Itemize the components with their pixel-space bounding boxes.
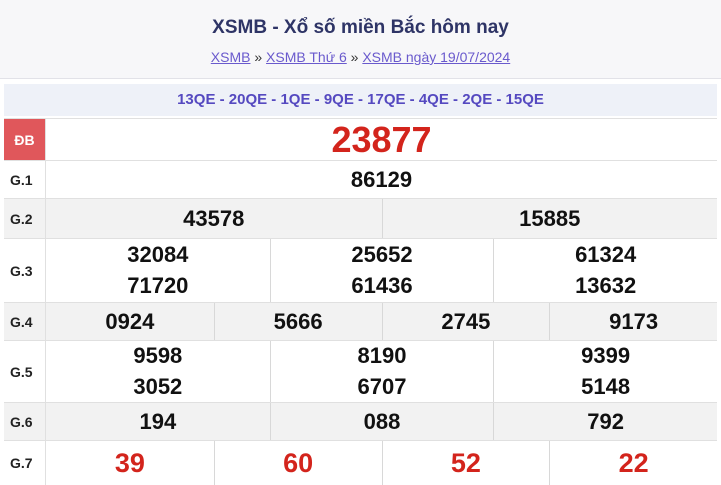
- prize-row: G.2 43578 15885: [4, 198, 717, 238]
- prize-number: 8190: [269, 341, 494, 372]
- prize-number: 0924: [105, 308, 155, 334]
- breadcrumb-separator: »: [254, 49, 263, 65]
- prize-number: 43578: [183, 205, 245, 231]
- prize-number: 5666: [213, 303, 382, 340]
- prize-number: 6707: [269, 371, 494, 402]
- breadcrumbs: XSMB » XSMB Thứ 6 » XSMB ngày 19/07/2024: [0, 49, 721, 65]
- prize-row: G.5 9598 8190 9399 3052 6707 5148: [4, 340, 717, 402]
- prize-label: G.7: [4, 441, 46, 485]
- prize-label: G.6: [4, 403, 46, 440]
- prize-number: 22: [549, 441, 717, 485]
- prize-number: 194: [139, 408, 177, 434]
- prize-row: G.1 86129: [4, 160, 717, 198]
- prize-label: G.2: [4, 199, 46, 238]
- prize-number: 61324: [493, 239, 717, 271]
- page-title: XSMB - Xổ số miền Bắc hôm nay: [212, 17, 509, 38]
- prize-label: G.4: [4, 303, 46, 340]
- prize-row: G.4 0924 5666 2745 9173: [4, 302, 717, 340]
- prize-number: 61436: [269, 270, 494, 302]
- breadcrumb-link[interactable]: XSMB ngày 19/07/2024: [362, 49, 511, 65]
- prize-row: ĐB 23877: [4, 118, 717, 160]
- ticket-codes: 13QE - 20QE - 1QE - 9QE - 17QE - 4QE - 2…: [4, 84, 717, 116]
- prize-row: G.3 32084 25652 61324 71720 61436 13632: [4, 238, 717, 302]
- prize-number: 52: [381, 441, 550, 485]
- prize-number: 9173: [549, 303, 717, 340]
- prize-number: 86129: [350, 166, 413, 192]
- prize-number: 23877: [331, 118, 432, 160]
- breadcrumb-separator: »: [350, 49, 359, 65]
- prize-number: 3052: [133, 373, 183, 399]
- prize-label: ĐB: [4, 119, 46, 160]
- breadcrumb-link[interactable]: XSMB Thứ 6: [266, 49, 347, 65]
- prize-number: 088: [269, 403, 494, 440]
- breadcrumb-link[interactable]: XSMB: [210, 49, 251, 65]
- header: XSMB - Xổ số miền Bắc hôm nay XSMB » XSM…: [0, 0, 721, 79]
- prize-number: 2745: [381, 303, 550, 340]
- prize-number: 25652: [269, 239, 494, 271]
- prize-label: G.1: [4, 161, 46, 198]
- prize-number: 5148: [493, 371, 717, 402]
- prize-number: 39: [114, 447, 145, 478]
- prize-number: 71720: [127, 273, 189, 299]
- prize-number: 9598: [133, 343, 183, 369]
- prize-number: 15885: [381, 199, 718, 238]
- prize-number: 32084: [127, 241, 189, 267]
- prize-number: 792: [493, 403, 717, 440]
- prize-number: 13632: [493, 270, 717, 302]
- prize-label: G.3: [4, 239, 46, 302]
- prize-row: G.7 39 60 52 22: [4, 440, 717, 485]
- prize-row: G.6 194 088 792: [4, 402, 717, 440]
- prize-number: 9399: [493, 341, 717, 372]
- prize-number: 60: [213, 441, 382, 485]
- prize-label: G.5: [4, 341, 46, 402]
